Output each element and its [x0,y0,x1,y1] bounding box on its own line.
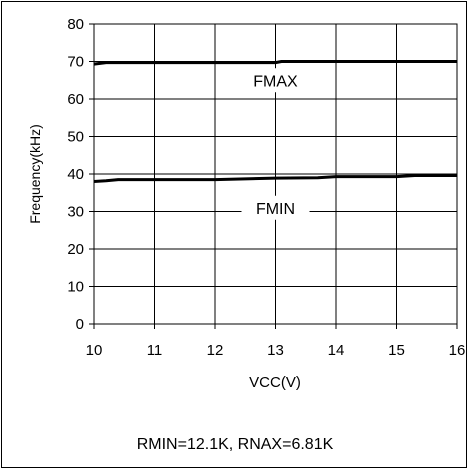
annotation-background [241,195,310,220]
annotation-background [241,68,310,93]
x-tick-label: 10 [86,342,103,359]
x-axis-label: VCC(V) [249,374,301,391]
annotation-fmin: FMIN [256,201,295,218]
y-tick-label: 60 [67,91,84,108]
y-tick-label: 0 [76,316,84,333]
series-line-fmax [93,60,457,66]
y-tick-label: 20 [67,241,84,258]
y-axis-label: Frequency(kHz) [27,124,43,224]
x-tick-label: 12 [207,342,224,359]
y-tick-label: 40 [67,166,84,183]
y-tick-label: 50 [67,129,84,146]
grid [93,23,458,325]
y-tick-label: 30 [67,204,84,221]
y-tick-label: 10 [67,279,84,296]
x-tick-label: 13 [267,342,284,359]
x-tick-label: 14 [328,342,345,359]
y-tick-label: 80 [67,16,84,33]
footnote: RMIN=12.1K, RNAX=6.81K [137,436,334,453]
annotation-fmax: FMAX [253,73,298,90]
x-tick-label: 15 [388,342,405,359]
series [93,60,457,183]
x-tick-label: 11 [147,342,163,359]
series-line-fmin [93,174,457,183]
x-tick-label: 16 [449,342,466,359]
y-tick-label: 70 [67,54,84,71]
